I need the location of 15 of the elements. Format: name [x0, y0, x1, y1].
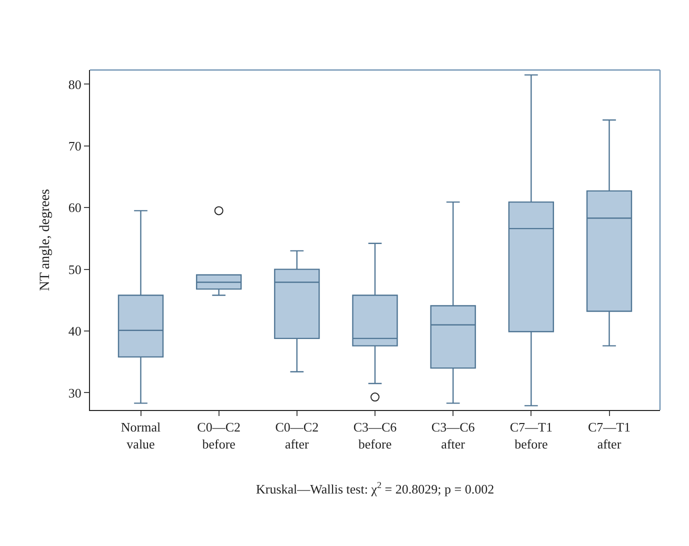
y-tick-label: 50: [68, 262, 82, 277]
y-tick-label: 80: [68, 76, 82, 92]
text: Kruskal—Wallis test: χ$^{2}$ = 20.8029; p = 0.002: [256, 480, 494, 496]
x-tick-label: C7—T1 after: [588, 420, 631, 452]
x-tick-label: C3—C6 before: [353, 420, 398, 452]
x-tick-label: C0—C2 after: [275, 420, 319, 452]
y-tick-label: 60: [68, 200, 82, 216]
y-tick-label: 40: [68, 324, 82, 339]
x-tick-label: C0—C2 before: [197, 420, 241, 452]
x-tick-label: Normal value: [120, 420, 161, 452]
x-tick-label: C7—T1 before: [510, 420, 552, 452]
y-axis-title: NT angle, degrees: [38, 189, 53, 291]
y-tick-label: 70: [68, 138, 82, 154]
y-tick-label: 30: [68, 385, 82, 400]
x-tick-label: C3—C6 after: [431, 420, 476, 452]
